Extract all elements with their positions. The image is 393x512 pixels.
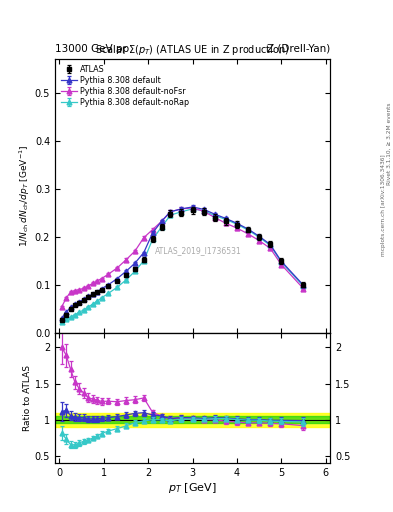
- Text: 13000 GeV pp: 13000 GeV pp: [55, 44, 129, 54]
- Legend: ATLAS, Pythia 8.308 default, Pythia 8.308 default-noFsr, Pythia 8.308 default-no: ATLAS, Pythia 8.308 default, Pythia 8.30…: [59, 63, 191, 108]
- Title: Scalar $\Sigma(p_T)$ (ATLAS UE in Z production): Scalar $\Sigma(p_T)$ (ATLAS UE in Z prod…: [95, 44, 290, 57]
- Bar: [55, 413, 330, 427]
- Text: Rivet 3.1.10, ≥ 3.2M events: Rivet 3.1.10, ≥ 3.2M events: [387, 102, 391, 185]
- Y-axis label: Ratio to ATLAS: Ratio to ATLAS: [23, 365, 32, 431]
- Text: ATLAS_2019_I1736531: ATLAS_2019_I1736531: [155, 246, 241, 255]
- X-axis label: $p_T$ [GeV]: $p_T$ [GeV]: [168, 481, 217, 495]
- Text: mcplots.cern.ch [arXiv:1306.3436]: mcplots.cern.ch [arXiv:1306.3436]: [381, 154, 386, 255]
- Bar: [55, 416, 330, 423]
- Y-axis label: $1/N_\mathrm{ch}\,dN_\mathrm{ch}/dp_T\;[\mathrm{GeV}^{-1}]$: $1/N_\mathrm{ch}\,dN_\mathrm{ch}/dp_T\;[…: [18, 145, 32, 247]
- Text: Z (Drell-Yan): Z (Drell-Yan): [267, 44, 330, 54]
